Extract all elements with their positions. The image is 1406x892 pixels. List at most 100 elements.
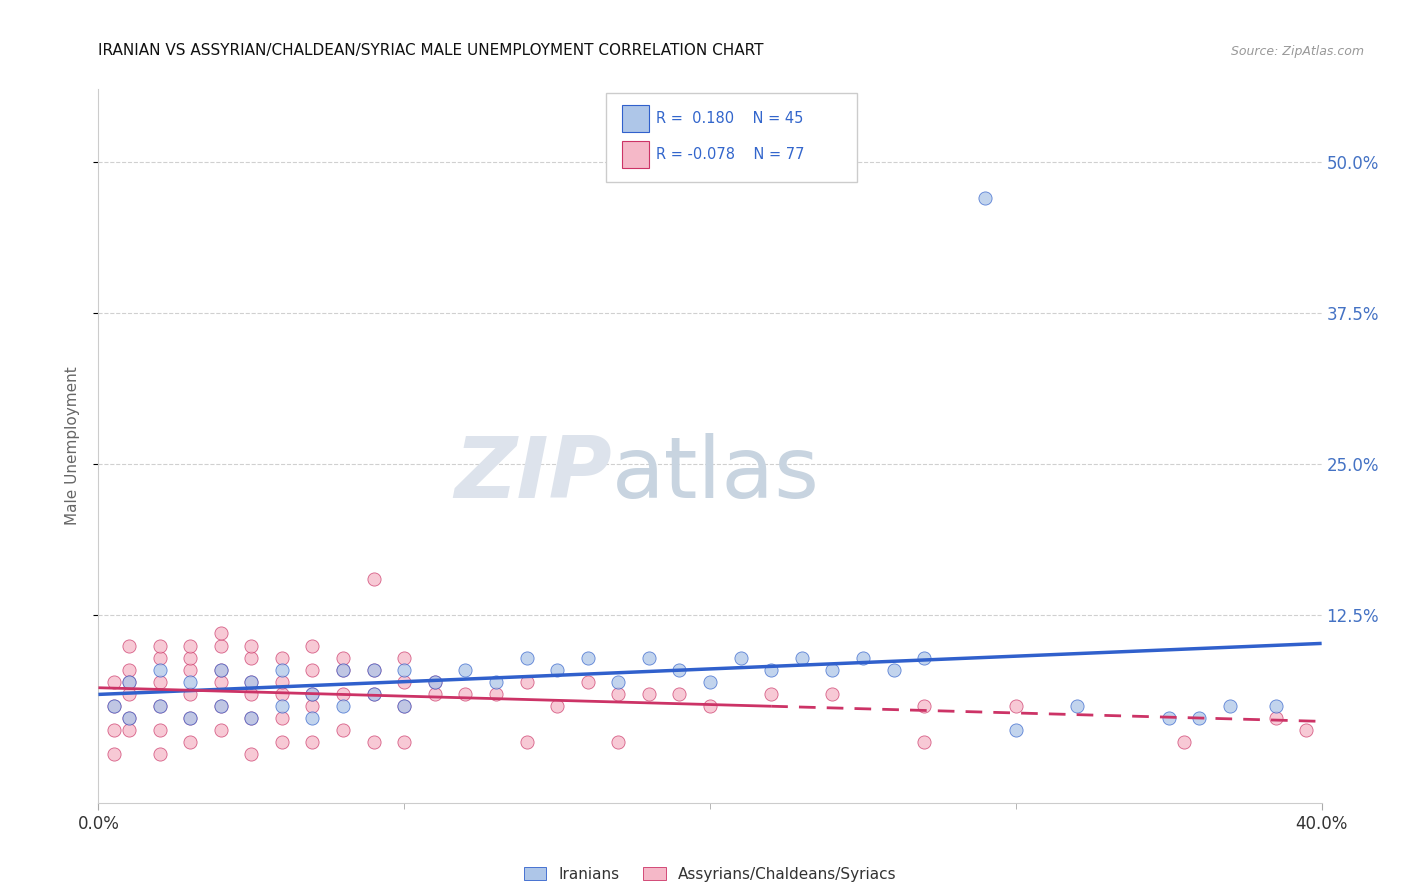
Point bbox=[179, 663, 201, 677]
Point bbox=[301, 663, 323, 677]
Y-axis label: Male Unemployment: Male Unemployment bbox=[65, 367, 80, 525]
Legend: Iranians, Assyrians/Chaldeans/Syriacs: Iranians, Assyrians/Chaldeans/Syriacs bbox=[517, 861, 903, 888]
Point bbox=[240, 650, 263, 665]
Point bbox=[179, 687, 201, 701]
Point bbox=[485, 674, 508, 689]
Point bbox=[149, 723, 172, 738]
Point bbox=[179, 711, 201, 725]
Point bbox=[149, 674, 172, 689]
Point bbox=[209, 663, 232, 677]
Text: Source: ZipAtlas.com: Source: ZipAtlas.com bbox=[1230, 45, 1364, 58]
Point bbox=[607, 674, 630, 689]
Point bbox=[270, 687, 292, 701]
Point bbox=[179, 711, 201, 725]
Point bbox=[240, 674, 263, 689]
Point bbox=[270, 711, 292, 725]
Point bbox=[179, 650, 201, 665]
Point bbox=[1264, 699, 1286, 714]
Point bbox=[301, 639, 323, 653]
Point bbox=[209, 626, 232, 640]
Point bbox=[209, 639, 232, 653]
Point bbox=[209, 699, 232, 714]
Point bbox=[118, 674, 141, 689]
Point bbox=[1004, 723, 1026, 738]
Point bbox=[240, 747, 263, 762]
Text: R =  0.180    N = 45: R = 0.180 N = 45 bbox=[657, 111, 804, 126]
Point bbox=[240, 711, 263, 725]
Point bbox=[118, 723, 141, 738]
Point bbox=[209, 699, 232, 714]
Point bbox=[270, 699, 292, 714]
Point bbox=[118, 711, 141, 725]
Point bbox=[516, 674, 538, 689]
Point bbox=[637, 650, 661, 665]
Point bbox=[270, 674, 292, 689]
Point bbox=[912, 650, 935, 665]
Point bbox=[179, 639, 201, 653]
Point bbox=[1219, 699, 1241, 714]
Point bbox=[699, 699, 721, 714]
Point bbox=[270, 735, 292, 749]
Point bbox=[301, 711, 323, 725]
Point bbox=[607, 735, 630, 749]
Point bbox=[912, 735, 935, 749]
Point bbox=[546, 699, 568, 714]
Point bbox=[332, 650, 354, 665]
Point bbox=[332, 663, 354, 677]
Bar bbox=[621, 141, 650, 168]
Point bbox=[454, 663, 477, 677]
Point bbox=[332, 687, 354, 701]
FancyBboxPatch shape bbox=[606, 93, 856, 182]
Point bbox=[821, 687, 844, 701]
Point bbox=[392, 650, 416, 665]
Point bbox=[118, 711, 141, 725]
Point bbox=[363, 735, 385, 749]
Point bbox=[1188, 711, 1211, 725]
Point bbox=[240, 711, 263, 725]
Point bbox=[392, 735, 416, 749]
Point bbox=[118, 639, 141, 653]
Point bbox=[607, 687, 630, 701]
Point bbox=[332, 699, 354, 714]
Point bbox=[516, 735, 538, 749]
Point bbox=[301, 699, 323, 714]
Point bbox=[423, 674, 446, 689]
Point bbox=[363, 687, 385, 701]
Point bbox=[423, 674, 446, 689]
Point bbox=[149, 650, 172, 665]
Point bbox=[759, 663, 782, 677]
Point bbox=[301, 687, 323, 701]
Point bbox=[149, 663, 172, 677]
Point bbox=[103, 674, 125, 689]
Point bbox=[546, 663, 568, 677]
Point bbox=[576, 650, 599, 665]
Point bbox=[912, 699, 935, 714]
Point bbox=[1157, 711, 1180, 725]
Point bbox=[103, 699, 125, 714]
Point bbox=[363, 663, 385, 677]
Point bbox=[1004, 699, 1026, 714]
Point bbox=[852, 650, 875, 665]
Point bbox=[699, 674, 721, 689]
Point bbox=[240, 674, 263, 689]
Point bbox=[149, 639, 172, 653]
Point bbox=[301, 735, 323, 749]
Point bbox=[974, 191, 997, 205]
Point bbox=[1066, 699, 1088, 714]
Bar bbox=[621, 105, 650, 132]
Point bbox=[790, 650, 813, 665]
Point bbox=[821, 663, 844, 677]
Point bbox=[103, 699, 125, 714]
Point bbox=[118, 663, 141, 677]
Point bbox=[668, 687, 690, 701]
Text: R = -0.078    N = 77: R = -0.078 N = 77 bbox=[657, 146, 804, 161]
Point bbox=[209, 674, 232, 689]
Point bbox=[179, 735, 201, 749]
Point bbox=[392, 699, 416, 714]
Point bbox=[668, 663, 690, 677]
Point bbox=[118, 674, 141, 689]
Point bbox=[392, 699, 416, 714]
Point bbox=[516, 650, 538, 665]
Point bbox=[363, 572, 385, 586]
Point bbox=[240, 639, 263, 653]
